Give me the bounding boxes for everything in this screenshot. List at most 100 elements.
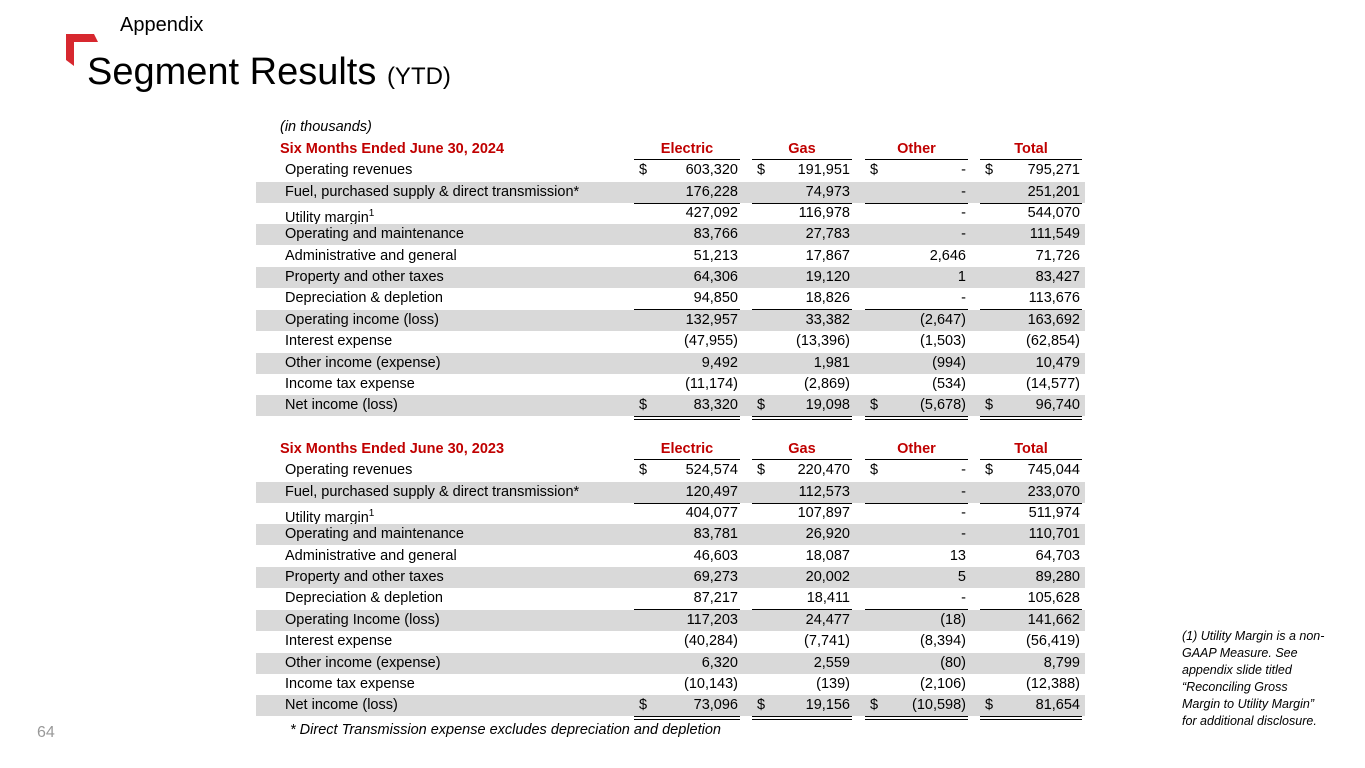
value-cell: 141,662 [1027, 611, 1080, 628]
row-label: Fuel, purchased supply & direct transmis… [285, 182, 579, 203]
value-cell: 18,087 [805, 547, 850, 564]
value-cell: 107,897 [797, 505, 850, 522]
value-cell: (8,394) [920, 633, 966, 650]
currency-sign: $ [870, 462, 879, 479]
row-label: Operating revenues [285, 160, 412, 181]
row-label: Depreciation & depletion [285, 288, 443, 309]
value-cell: (62,854) [1025, 333, 1080, 350]
row-label: Operating revenues [285, 460, 412, 481]
table-heading: Six Months Ended June 30, 2024 [280, 141, 505, 157]
row-label: Income tax expense [285, 674, 415, 695]
slide-title: Segment Results (YTD) [87, 51, 451, 94]
title-suffix: (YTD) [386, 63, 451, 90]
value-cell: (47,955) [683, 333, 738, 350]
value-cell: 13 [949, 547, 966, 564]
value-cell: 24,477 [805, 611, 850, 628]
value-cell: (2,647) [920, 311, 966, 328]
row-label-text: Property and other taxes [285, 269, 444, 286]
row-shade [256, 567, 1085, 589]
row-label-text: Income tax expense [285, 375, 415, 392]
currency-sign: $ [757, 697, 766, 714]
value-cell: 69,273 [693, 569, 738, 586]
value-cell: 110,701 [1028, 526, 1080, 543]
column-header: Total [1014, 141, 1048, 157]
row-label-text: Operating revenues [285, 462, 413, 479]
value-cell: 64,306 [693, 269, 738, 286]
currency-sign: $ [985, 462, 994, 479]
value-cell: 89,280 [1035, 569, 1080, 586]
currency-sign: $ [870, 697, 879, 714]
header-rule [634, 459, 740, 460]
value-cell: 132,957 [685, 311, 738, 328]
value-cell: 74,973 [805, 183, 850, 200]
value-cell: 9,492 [701, 354, 738, 371]
subtotal-rule [980, 502, 1082, 504]
value-cell: 19,156 [805, 697, 850, 714]
row-label-text: Depreciation & depletion [285, 590, 443, 607]
value-cell: - [961, 505, 966, 522]
value-cell: 27,783 [805, 226, 850, 243]
total-rule [865, 719, 968, 721]
total-rule [865, 716, 968, 718]
value-cell: (80) [940, 654, 966, 671]
value-cell: 33,382 [805, 311, 850, 328]
value-cell: 20,002 [805, 569, 850, 586]
row-label-text: Other income (expense) [285, 354, 441, 371]
currency-sign: $ [985, 697, 994, 714]
total-rule [865, 416, 968, 418]
total-rule [752, 716, 852, 718]
value-cell: 19,120 [805, 269, 850, 286]
row-label-text: Operating revenues [285, 162, 413, 179]
total-rule [752, 419, 852, 421]
value-cell: 163,692 [1027, 311, 1080, 328]
value-cell: (18) [940, 611, 966, 628]
value-cell: 19,098 [805, 397, 850, 414]
value-cell: 87,217 [693, 590, 738, 607]
value-cell: 220,470 [797, 462, 850, 479]
row-shade [256, 481, 1085, 503]
value-cell: 5 [957, 569, 966, 586]
header-rule [752, 459, 852, 460]
value-cell: - [961, 205, 966, 222]
value-cell: (10,143) [683, 675, 738, 692]
header-rule [865, 159, 968, 160]
row-label: Utility margin1 [285, 503, 374, 526]
column-header: Total [1014, 441, 1048, 457]
value-cell: 17,867 [805, 247, 850, 264]
value-cell: (11,174) [685, 375, 738, 392]
total-rule [752, 416, 852, 418]
subtotal-rule [980, 202, 1082, 204]
currency-sign: $ [639, 162, 648, 179]
header-rule [865, 459, 968, 460]
total-rule [980, 419, 1082, 421]
header-rule [752, 159, 852, 160]
row-label: Property and other taxes [285, 567, 444, 588]
total-rule [634, 416, 740, 418]
section-label: Appendix [120, 14, 204, 36]
currency-sign: $ [757, 397, 766, 414]
value-cell: 524,574 [685, 462, 738, 479]
row-label-text: Utility margin [285, 209, 369, 226]
row-label-text: Income tax expense [285, 675, 415, 692]
value-cell: 8,799 [1043, 654, 1080, 671]
value-cell: 83,320 [693, 397, 738, 414]
value-cell: - [961, 483, 966, 500]
total-rule [980, 719, 1082, 721]
row-label: Administrative and general [285, 246, 457, 267]
value-cell: (56,419) [1025, 633, 1080, 650]
value-cell: 18,826 [805, 290, 850, 307]
column-header: Electric [660, 141, 714, 157]
value-cell: 120,497 [685, 483, 738, 500]
row-shade [256, 609, 1085, 631]
value-cell: 105,628 [1027, 590, 1080, 607]
row-label: Depreciation & depletion [285, 588, 443, 609]
total-rule [634, 719, 740, 721]
table-heading: Six Months Ended June 30, 2023 [280, 441, 505, 457]
value-cell: (5,678) [920, 397, 966, 414]
row-shade [256, 695, 1085, 717]
row-label: Net income (loss) [285, 695, 398, 716]
value-cell: (14,577) [1025, 375, 1080, 392]
value-cell: (13,396) [795, 333, 850, 350]
value-cell: (2,869) [804, 375, 850, 392]
total-rule [865, 419, 968, 421]
